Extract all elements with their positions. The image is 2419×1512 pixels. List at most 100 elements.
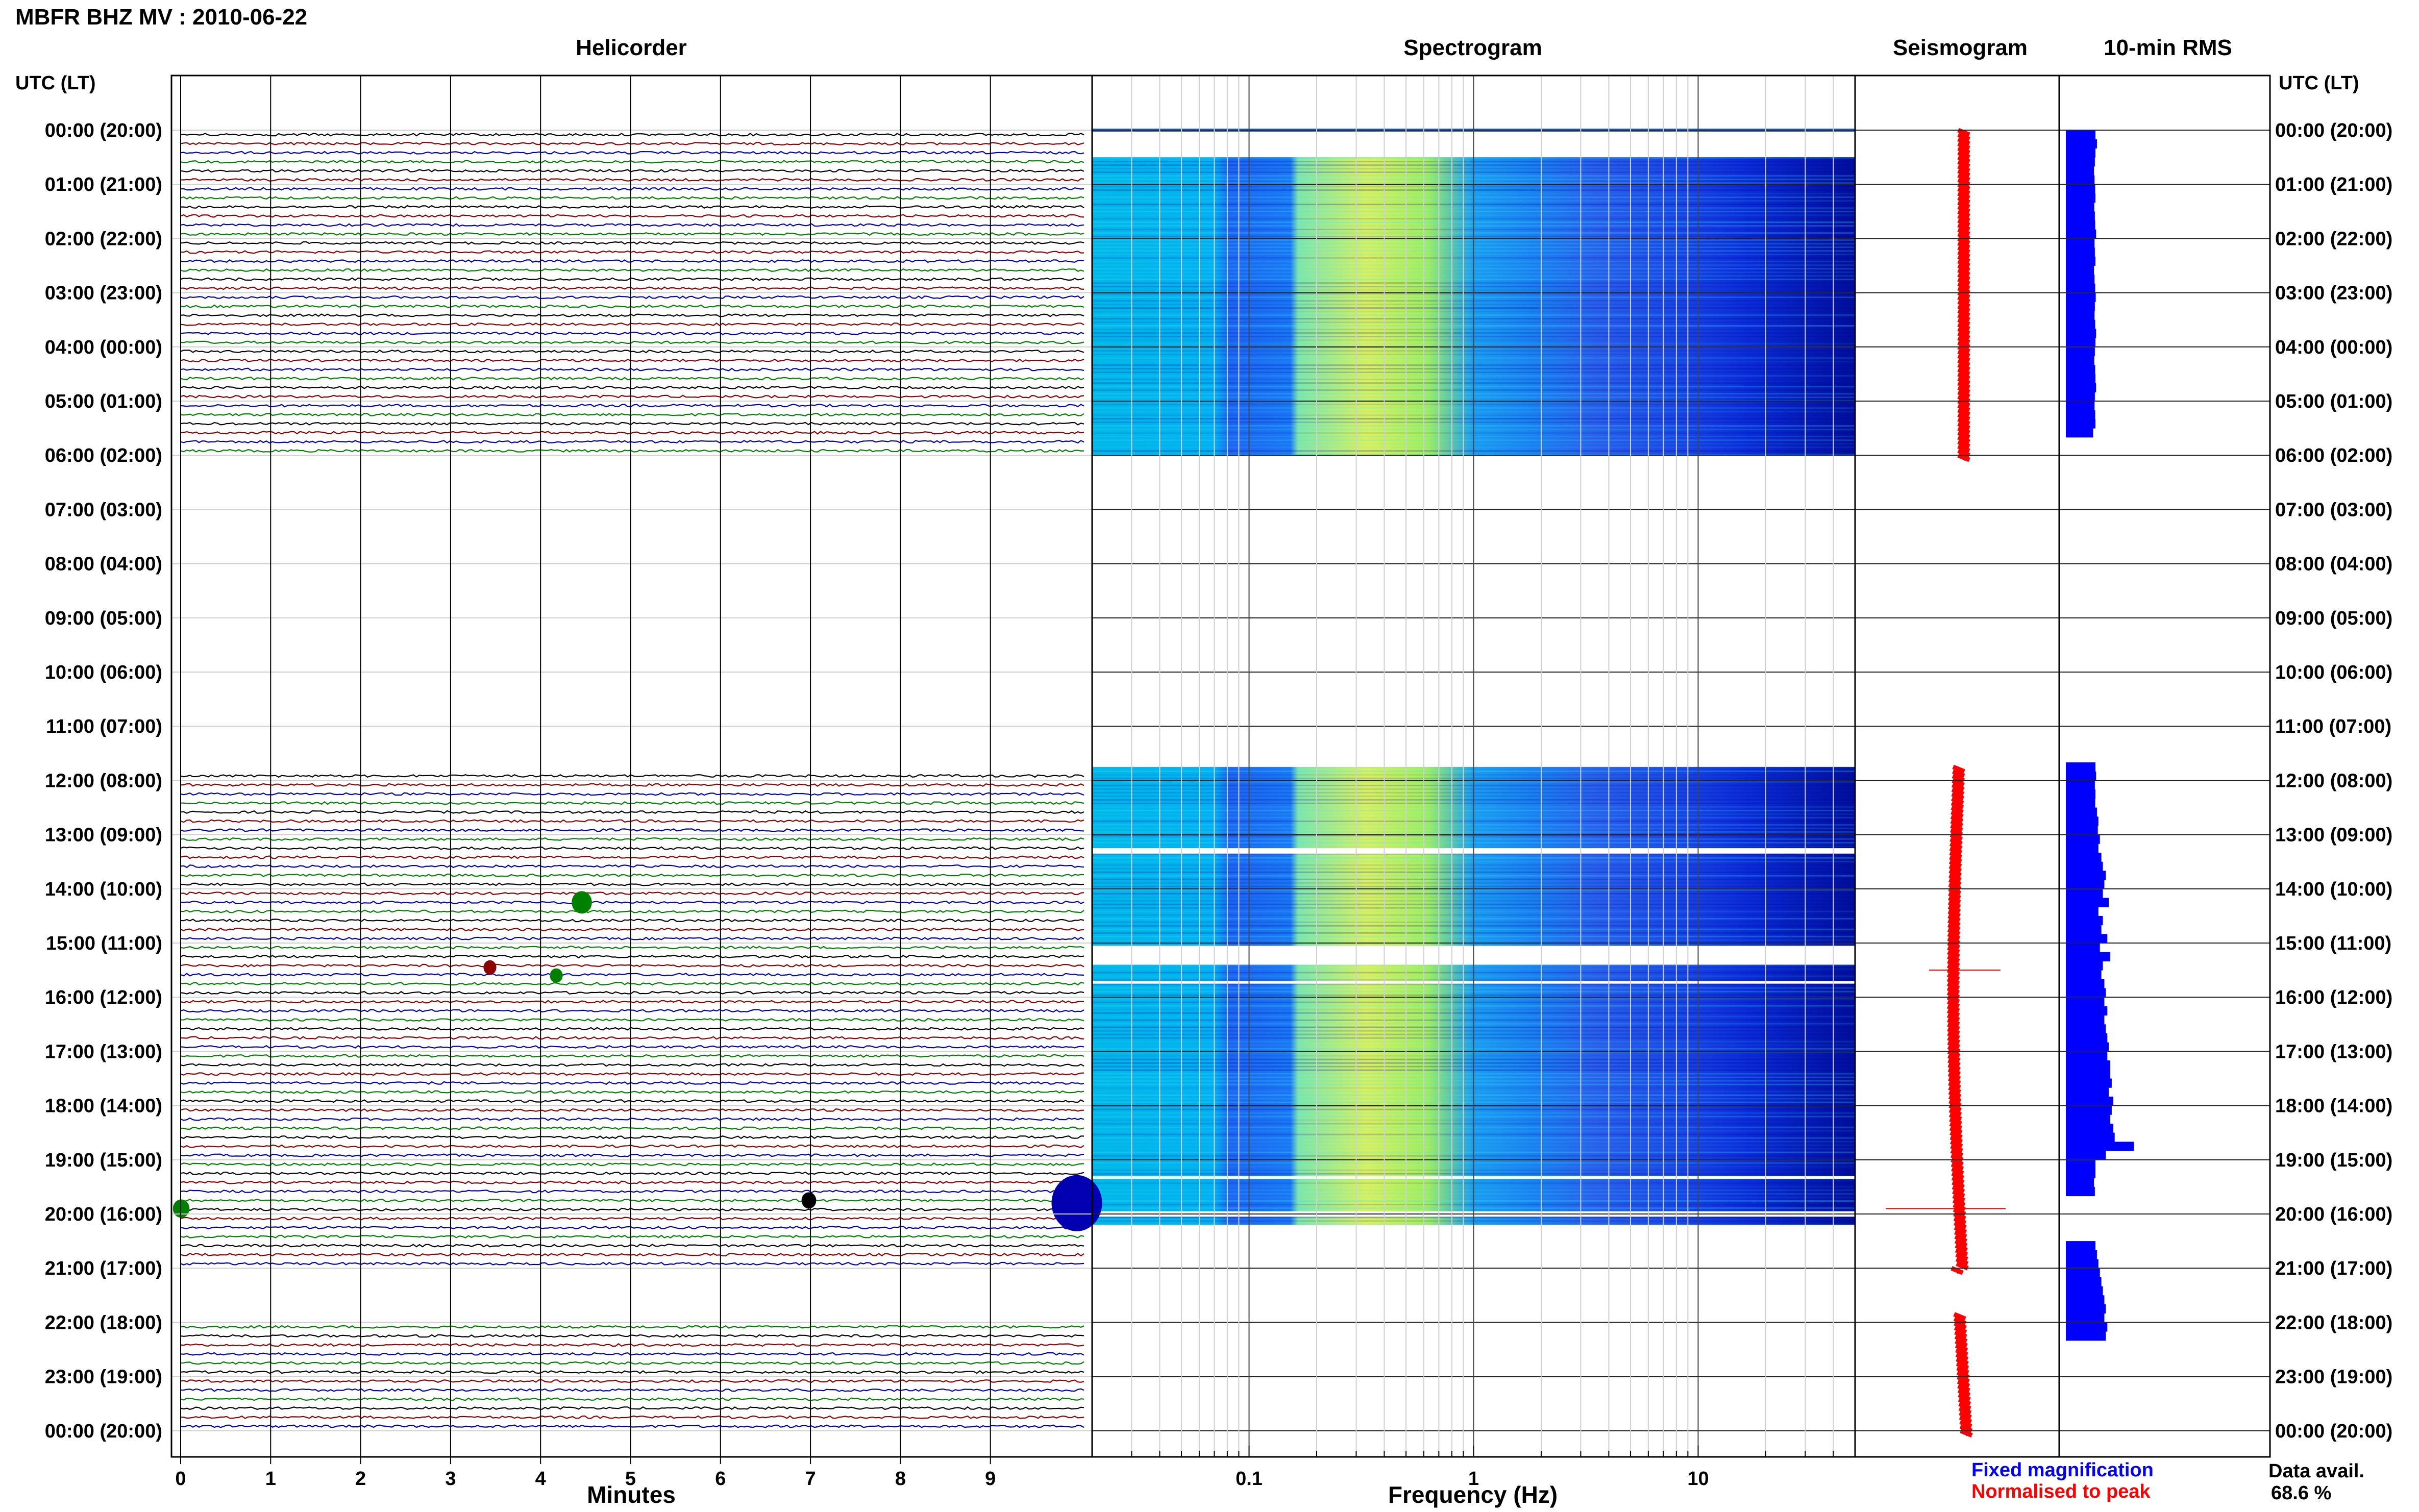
seismogram-normalised-trace <box>1958 1393 1971 1402</box>
seismogram-normalised-trace <box>1949 1117 1962 1126</box>
seismogram-normalised-trace <box>1947 936 1960 946</box>
rms-bar <box>2066 952 2110 961</box>
hour-label-right: 19:00 (15:00) <box>2275 1150 2392 1171</box>
hour-label-left: 08:00 (04:00) <box>45 554 162 575</box>
helicorder-trace <box>180 331 1084 335</box>
helicorder-trace <box>180 439 1084 444</box>
seismogram-normalised-trace <box>1947 959 1960 968</box>
seismogram-normalised-trace <box>1954 1330 1967 1339</box>
minute-tick-label: 4 <box>535 1468 546 1490</box>
seismogram-normalised-trace <box>1957 245 1970 255</box>
seismogram-normalised-trace <box>1957 317 1970 327</box>
seismogram-normalised-trace <box>1957 222 1970 232</box>
helicorder-trace <box>180 946 1084 950</box>
hour-label-left: 19:00 (15:00) <box>45 1150 162 1171</box>
helicorder-trace <box>180 1225 1084 1230</box>
rms-bar <box>2066 1304 2106 1314</box>
seismogram-normalised-trace <box>1957 263 1970 272</box>
rms-bar <box>2066 907 2099 916</box>
rms-bar <box>2066 139 2097 148</box>
hour-label-left: 11:00 (07:00) <box>46 716 162 737</box>
seismogram-normalised-trace <box>1946 963 1960 973</box>
helicorder-trace <box>180 304 1084 308</box>
seismogram-normalised-trace <box>1947 900 1961 909</box>
seismogram-normalised-trace <box>1957 403 1970 413</box>
rms-bar <box>2066 211 2095 221</box>
rms-bar <box>2066 166 2094 176</box>
seismogram-normalised-trace <box>1957 394 1970 404</box>
helicorder-trace <box>180 919 1084 923</box>
seismogram-normalised-trace <box>1957 195 1970 205</box>
panel-title-seismogram: Seismogram <box>1893 35 2028 60</box>
rms-bar <box>2066 798 2095 808</box>
helicorder-trace <box>180 1217 1084 1221</box>
rms-bar <box>2066 229 2096 239</box>
spectrogram-xlabel: Frequency (Hz) <box>1388 1481 1558 1508</box>
rms-bar <box>2066 844 2099 853</box>
seismogram-normalised-trace <box>1947 913 1961 923</box>
rms-bar <box>2066 1015 2105 1025</box>
helicorder-trace <box>180 973 1084 977</box>
hour-label-right: 21:00 (17:00) <box>2275 1258 2392 1279</box>
seismogram-normalised-trace <box>1956 1366 1969 1375</box>
rms-bar <box>2066 934 2108 944</box>
helicorder-trace <box>180 214 1084 218</box>
seismogram-normalised-trace <box>1955 1243 1968 1253</box>
rms-bar <box>2066 1313 2105 1323</box>
seismogram-normalised-trace <box>1957 367 1970 377</box>
rms-bar <box>2066 1024 2106 1034</box>
helicorder-trace <box>180 1108 1084 1112</box>
helicorder-trace <box>180 855 1084 859</box>
hour-label-right: 09:00 (05:00) <box>2275 608 2392 629</box>
seismogram-normalised-trace <box>1948 886 1961 896</box>
rms-bar <box>2066 1259 2099 1269</box>
seismogram-normalised-trace <box>1957 141 1970 151</box>
helicorder-trace <box>180 990 1084 995</box>
seismogram-normalised-trace <box>1957 313 1970 323</box>
seismogram-normalised-trace <box>1947 1054 1961 1063</box>
rms-bar <box>2066 1051 2108 1061</box>
rms-bar <box>2066 238 2095 248</box>
rms-bar <box>2066 1087 2109 1097</box>
helicorder-trace <box>180 873 1084 877</box>
seismogram-normalised-trace <box>1951 1171 1964 1180</box>
seismogram-normalised-trace <box>1954 1321 1967 1330</box>
seismogram-normalised-trace <box>1959 1420 1972 1429</box>
seismogram-normalised-trace <box>1957 426 1970 435</box>
hour-label-right: 23:00 (19:00) <box>2275 1367 2392 1388</box>
seismogram-normalised-trace <box>1957 200 1970 209</box>
hour-label-right: 03:00 (23:00) <box>2275 283 2392 304</box>
seismogram-normalised-trace <box>1957 390 1970 399</box>
hour-label-left: 00:00 (20:00) <box>45 120 162 141</box>
rms-bar <box>2066 1277 2102 1287</box>
hour-label-left: 05:00 (01:00) <box>45 391 162 412</box>
helicorder-trace <box>180 819 1084 823</box>
seismogram-normalised-trace <box>1957 344 1970 354</box>
seismogram-normalised-trace <box>1957 178 1970 187</box>
minute-tick-label: 8 <box>895 1468 906 1490</box>
hour-label-right: 13:00 (09:00) <box>2275 825 2392 846</box>
rms-bar <box>2066 419 2095 429</box>
rms-bar <box>2066 302 2095 311</box>
helicorder-trace <box>180 1171 1084 1176</box>
rms-bar <box>2066 319 2095 329</box>
helicorder-trace <box>180 1361 1084 1365</box>
rms-bar <box>2066 1322 2108 1332</box>
helicorder-trace <box>180 927 1084 932</box>
rms-bar <box>2066 925 2102 934</box>
seismogram-normalised-trace <box>1957 371 1970 381</box>
seismogram-normalised-trace <box>1957 191 1970 201</box>
helicorder-trace <box>180 1072 1084 1076</box>
hour-label-right: 11:00 (07:00) <box>2275 716 2391 737</box>
seismogram-normalised-trace <box>1957 327 1970 336</box>
seismogram-normalised-trace <box>1957 272 1970 282</box>
rms-bar <box>2066 311 2095 320</box>
rms-bar <box>2066 762 2095 772</box>
helicorder-trace <box>180 891 1084 896</box>
helicorder-trace <box>180 1162 1084 1167</box>
rms-bar <box>2066 1132 2115 1142</box>
rms-bar <box>2066 979 2105 988</box>
seismogram-normalised-trace <box>1949 1121 1962 1131</box>
rms-bar <box>2066 1178 2094 1187</box>
rms-bar <box>2066 130 2095 140</box>
